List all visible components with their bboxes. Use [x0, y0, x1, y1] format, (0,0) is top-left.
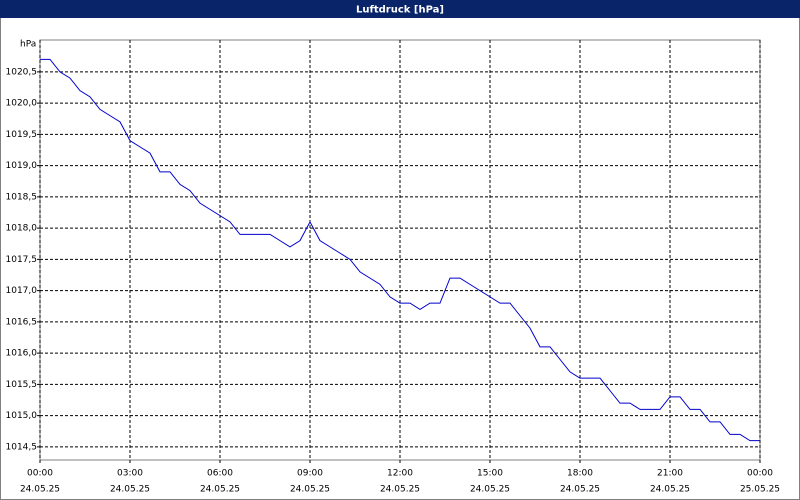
- x-tick-label: 00:00: [747, 469, 773, 479]
- x-tick-date: 24.05.25: [560, 485, 600, 495]
- x-tick-date: 24.05.25: [290, 485, 330, 495]
- x-tick-date: 24.05.25: [20, 485, 60, 495]
- chart-title: Luftdruck [hPa]: [356, 5, 444, 16]
- y-tick-label: 1016,5: [6, 317, 38, 327]
- y-unit: hPa: [20, 40, 36, 50]
- y-tick-label: 1020,0: [6, 99, 38, 109]
- y-tick-label: 1017,0: [6, 286, 38, 296]
- x-tick-date: 24.05.25: [380, 485, 420, 495]
- y-tick-label: 1017,5: [6, 255, 38, 265]
- y-tick-label: 1018,5: [6, 192, 38, 202]
- x-tick-date: 24.05.25: [470, 485, 510, 495]
- y-tick-label: 1015,0: [6, 411, 38, 421]
- x-tick-date: 24.05.25: [200, 485, 240, 495]
- y-tick-label: 1016,0: [6, 349, 38, 359]
- x-tick-label: 03:00: [117, 469, 143, 479]
- y-tick-label: 1020,5: [6, 67, 38, 77]
- x-tick-label: 06:00: [207, 469, 233, 479]
- y-tick-label: 1019,5: [6, 130, 38, 140]
- title-bar: [0, 0, 800, 18]
- x-tick-label: 09:00: [297, 469, 323, 479]
- y-tick-label: 1014,5: [6, 442, 38, 452]
- data-line: [40, 58, 760, 442]
- x-tick-label: 21:00: [657, 469, 683, 479]
- x-tick-label: 18:00: [567, 469, 593, 479]
- y-tick-label: 1019,0: [6, 161, 38, 171]
- x-tick-label: 00:00: [27, 469, 53, 479]
- x-tick-date: 25.05.25: [740, 485, 780, 495]
- y-tick-label: 1018,0: [6, 224, 38, 234]
- x-tick-label: 12:00: [387, 469, 413, 479]
- x-tick-label: 15:00: [477, 469, 503, 479]
- x-tick-date: 24.05.25: [110, 485, 150, 495]
- x-tick-date: 24.05.25: [650, 485, 690, 495]
- y-tick-label: 1015,5: [6, 380, 38, 390]
